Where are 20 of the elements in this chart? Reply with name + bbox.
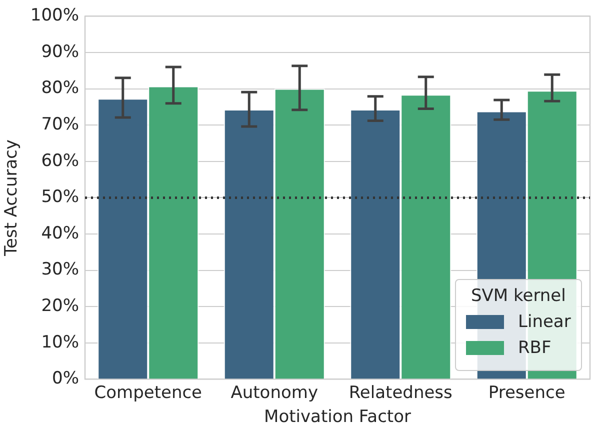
x-axis-title: Motivation Factor xyxy=(264,407,411,428)
y-tick-label: 20% xyxy=(41,296,79,316)
x-tick-label: Competence xyxy=(94,382,202,403)
y-tick-label: 60% xyxy=(41,150,79,171)
y-tick-label: 10% xyxy=(41,332,79,352)
y-tick-label: 40% xyxy=(41,223,79,244)
legend-label: RBF xyxy=(518,338,552,358)
x-tick-label: Autonomy xyxy=(230,382,318,403)
legend-label: Linear xyxy=(518,312,571,332)
x-tick-label: Relatedness xyxy=(348,382,453,403)
y-tick-label: 0% xyxy=(52,368,79,389)
y-tick-label: 90% xyxy=(41,42,79,62)
y-tick-label: 70% xyxy=(41,114,79,135)
x-tick-label: Presence xyxy=(488,382,566,403)
y-tick-label: 30% xyxy=(41,260,79,280)
y-tick-label: 50% xyxy=(41,187,79,208)
y-tick-label: 100% xyxy=(30,6,79,26)
y-tick-label: 80% xyxy=(41,78,79,98)
legend-title: SVM kernel xyxy=(470,286,567,306)
y-axis-title: Test Accuracy xyxy=(2,139,22,257)
